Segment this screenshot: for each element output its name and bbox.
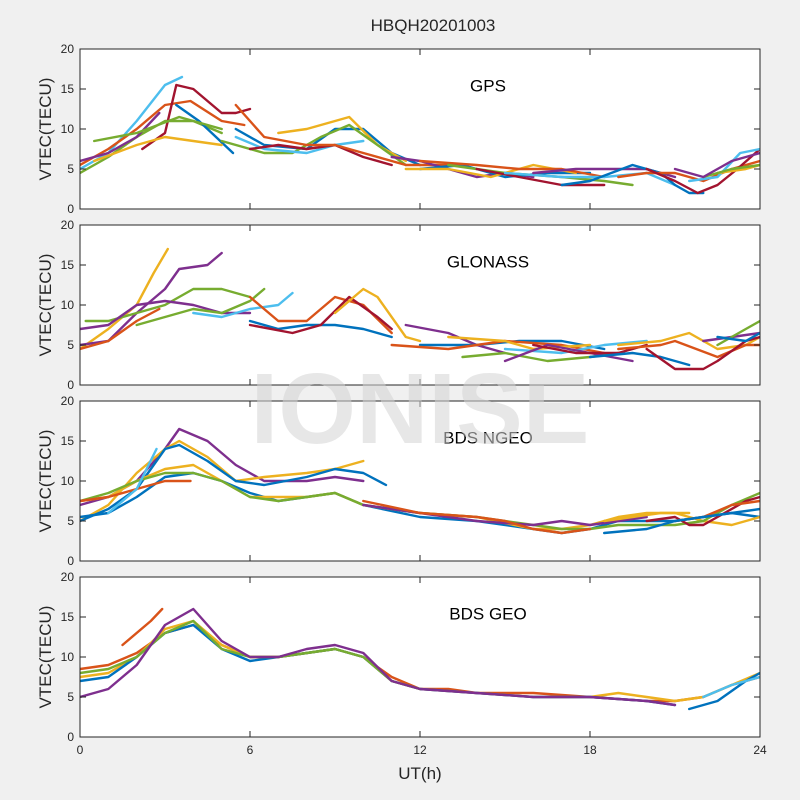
y-tick-label: 0 [67,202,74,216]
system-label: GLONASS [447,252,529,271]
series-line-21 [503,171,677,187]
series-line-8 [107,447,158,515]
series-line-20 [588,351,691,367]
series-line-10 [362,499,592,535]
series-line-14 [603,507,760,535]
y-axis-label: VTEC(TECU) [36,78,55,181]
series-line-25 [716,319,760,347]
series-line-4 [80,471,760,535]
series-group [80,247,760,371]
series-line-3 [80,99,246,167]
series-line-1 [121,607,164,647]
y-tick-label: 5 [67,162,74,176]
series-line-26 [688,147,760,183]
y-axis-label: VTEC(TECU) [36,606,55,709]
series-line-25 [645,147,760,195]
y-tick-label: 10 [61,298,75,312]
x-tick-label: 24 [753,743,767,757]
series-line-2 [80,439,365,523]
series-line-13 [248,143,393,167]
y-tick-label: 10 [61,474,75,488]
panel-bds-ngeo: 0 5 10 15 20 VTEC(TECU) BDS NGEO [36,394,761,568]
y-tick-label: 0 [67,730,74,744]
series-line-16 [418,163,592,179]
series-line-8 [93,115,223,143]
y-tick-label: 20 [61,570,75,584]
plot-area [80,577,760,737]
y-tick-label: 20 [61,394,75,408]
series-line-7 [80,111,161,163]
series-line-3 [84,287,252,323]
series-line-5 [80,307,161,351]
series-line-19 [532,343,648,355]
y-tick-label: 15 [61,610,75,624]
y-tick-label: 0 [67,378,74,392]
series-line-7 [80,607,677,707]
series-line-6 [93,135,223,163]
series-line-12 [234,135,365,155]
series-line-5 [688,671,760,711]
watermark: IONISE [251,353,590,465]
x-tick-label: 0 [77,743,84,757]
y-tick-label: 5 [67,514,74,528]
y-tick-label: 10 [61,122,75,136]
series-line-12 [645,495,760,527]
y-axis-label: VTEC(TECU) [36,254,55,357]
series-line-18 [503,343,634,363]
y-tick-label: 20 [61,218,75,232]
series-line-29 [673,151,760,179]
system-label: BDS NGEO [443,428,533,447]
x-tick-label: 12 [413,743,427,757]
series-group [80,427,760,535]
system-label: GPS [470,76,506,95]
panel-glonass: 0 5 10 15 20 VTEC(TECU) GLONASS [36,218,761,392]
y-tick-label: 5 [67,690,74,704]
panel-bds-geo: 0 5 10 15 20 0 6 12 18 24 VTEC(TECU) BDS GEO [36,570,767,757]
series-line-7 [192,291,294,319]
series-line-11 [603,511,691,523]
series-line-26 [716,331,760,343]
plot-area [80,49,760,209]
series-line-11 [220,123,407,167]
series-line-11 [333,287,422,343]
series-group [80,607,760,711]
series-line-14 [234,103,450,167]
series-line-22 [617,339,760,359]
system-label: BDS GEO [449,604,526,623]
series-line-18 [418,159,606,179]
series-line-17 [404,163,577,179]
series-line-28 [702,163,760,179]
y-tick-label: 15 [61,434,75,448]
figure-title: HBQH20201003 [371,16,496,35]
series-line-4 [141,83,252,151]
series-line-20 [475,167,606,187]
y-tick-label: 0 [67,554,74,568]
y-tick-label: 15 [61,82,75,96]
plot-area [80,401,760,561]
y-axis-label: VTEC(TECU) [36,430,55,533]
y-tick-label: 5 [67,338,74,352]
series-line-5 [175,103,235,155]
x-axis-label: UT(h) [398,764,441,783]
x-tick-label: 18 [583,743,597,757]
series-group [80,75,760,195]
y-tick-label: 10 [61,650,75,664]
series-line-10 [248,295,393,335]
panel-gps: 0 5 10 15 20 VTEC(TECU) GPS [36,42,761,216]
series-line-8 [702,675,760,699]
y-tick-label: 15 [61,258,75,272]
y-tick-label: 20 [61,42,75,56]
x-tick-label: 6 [247,743,254,757]
